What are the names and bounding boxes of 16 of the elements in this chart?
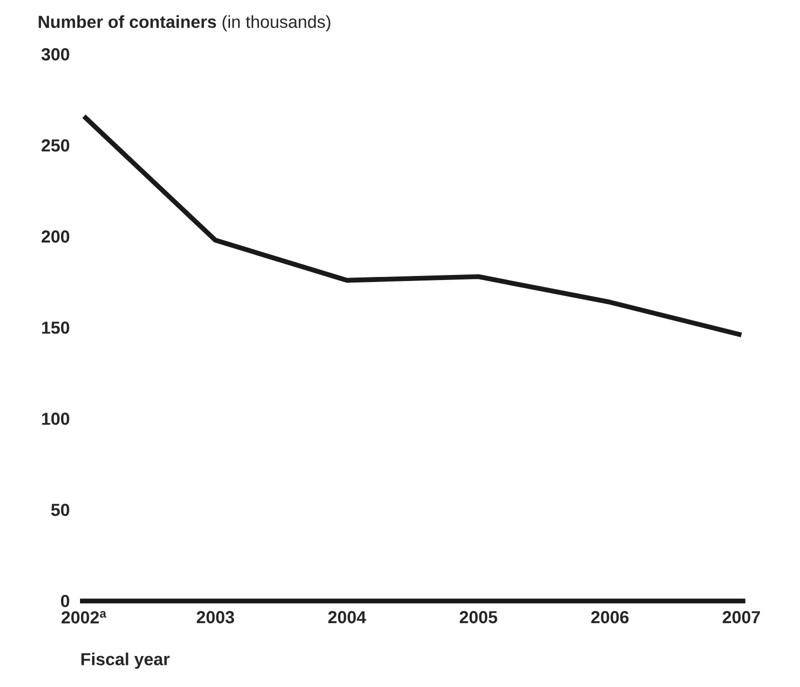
x-tick-label: 2002$^{a}$ <box>62 611 106 624</box>
x-tick-label: 2003 <box>196 611 234 624</box>
line-series <box>82 114 744 338</box>
x-tick-label: 2005 <box>460 611 498 624</box>
chart-title: Number of containers (in thousands) <box>38 15 330 32</box>
x-axis-title: Fiscal year <box>81 652 170 669</box>
y-tick-label: 50 <box>51 504 70 516</box>
y-tick-label: 100 <box>42 412 70 425</box>
y-tick-label: 250 <box>42 139 70 152</box>
x-tick-label: 2007 <box>722 611 760 624</box>
y-tick-label: 300 <box>41 48 70 60</box>
y-tick-label: 200 <box>42 230 70 243</box>
x-tick-label: 2004 <box>328 611 366 624</box>
y-tick-label: 0 <box>61 594 70 608</box>
x-tick-label: 2006 <box>591 611 629 624</box>
y-tick-label: 150 <box>42 322 70 334</box>
